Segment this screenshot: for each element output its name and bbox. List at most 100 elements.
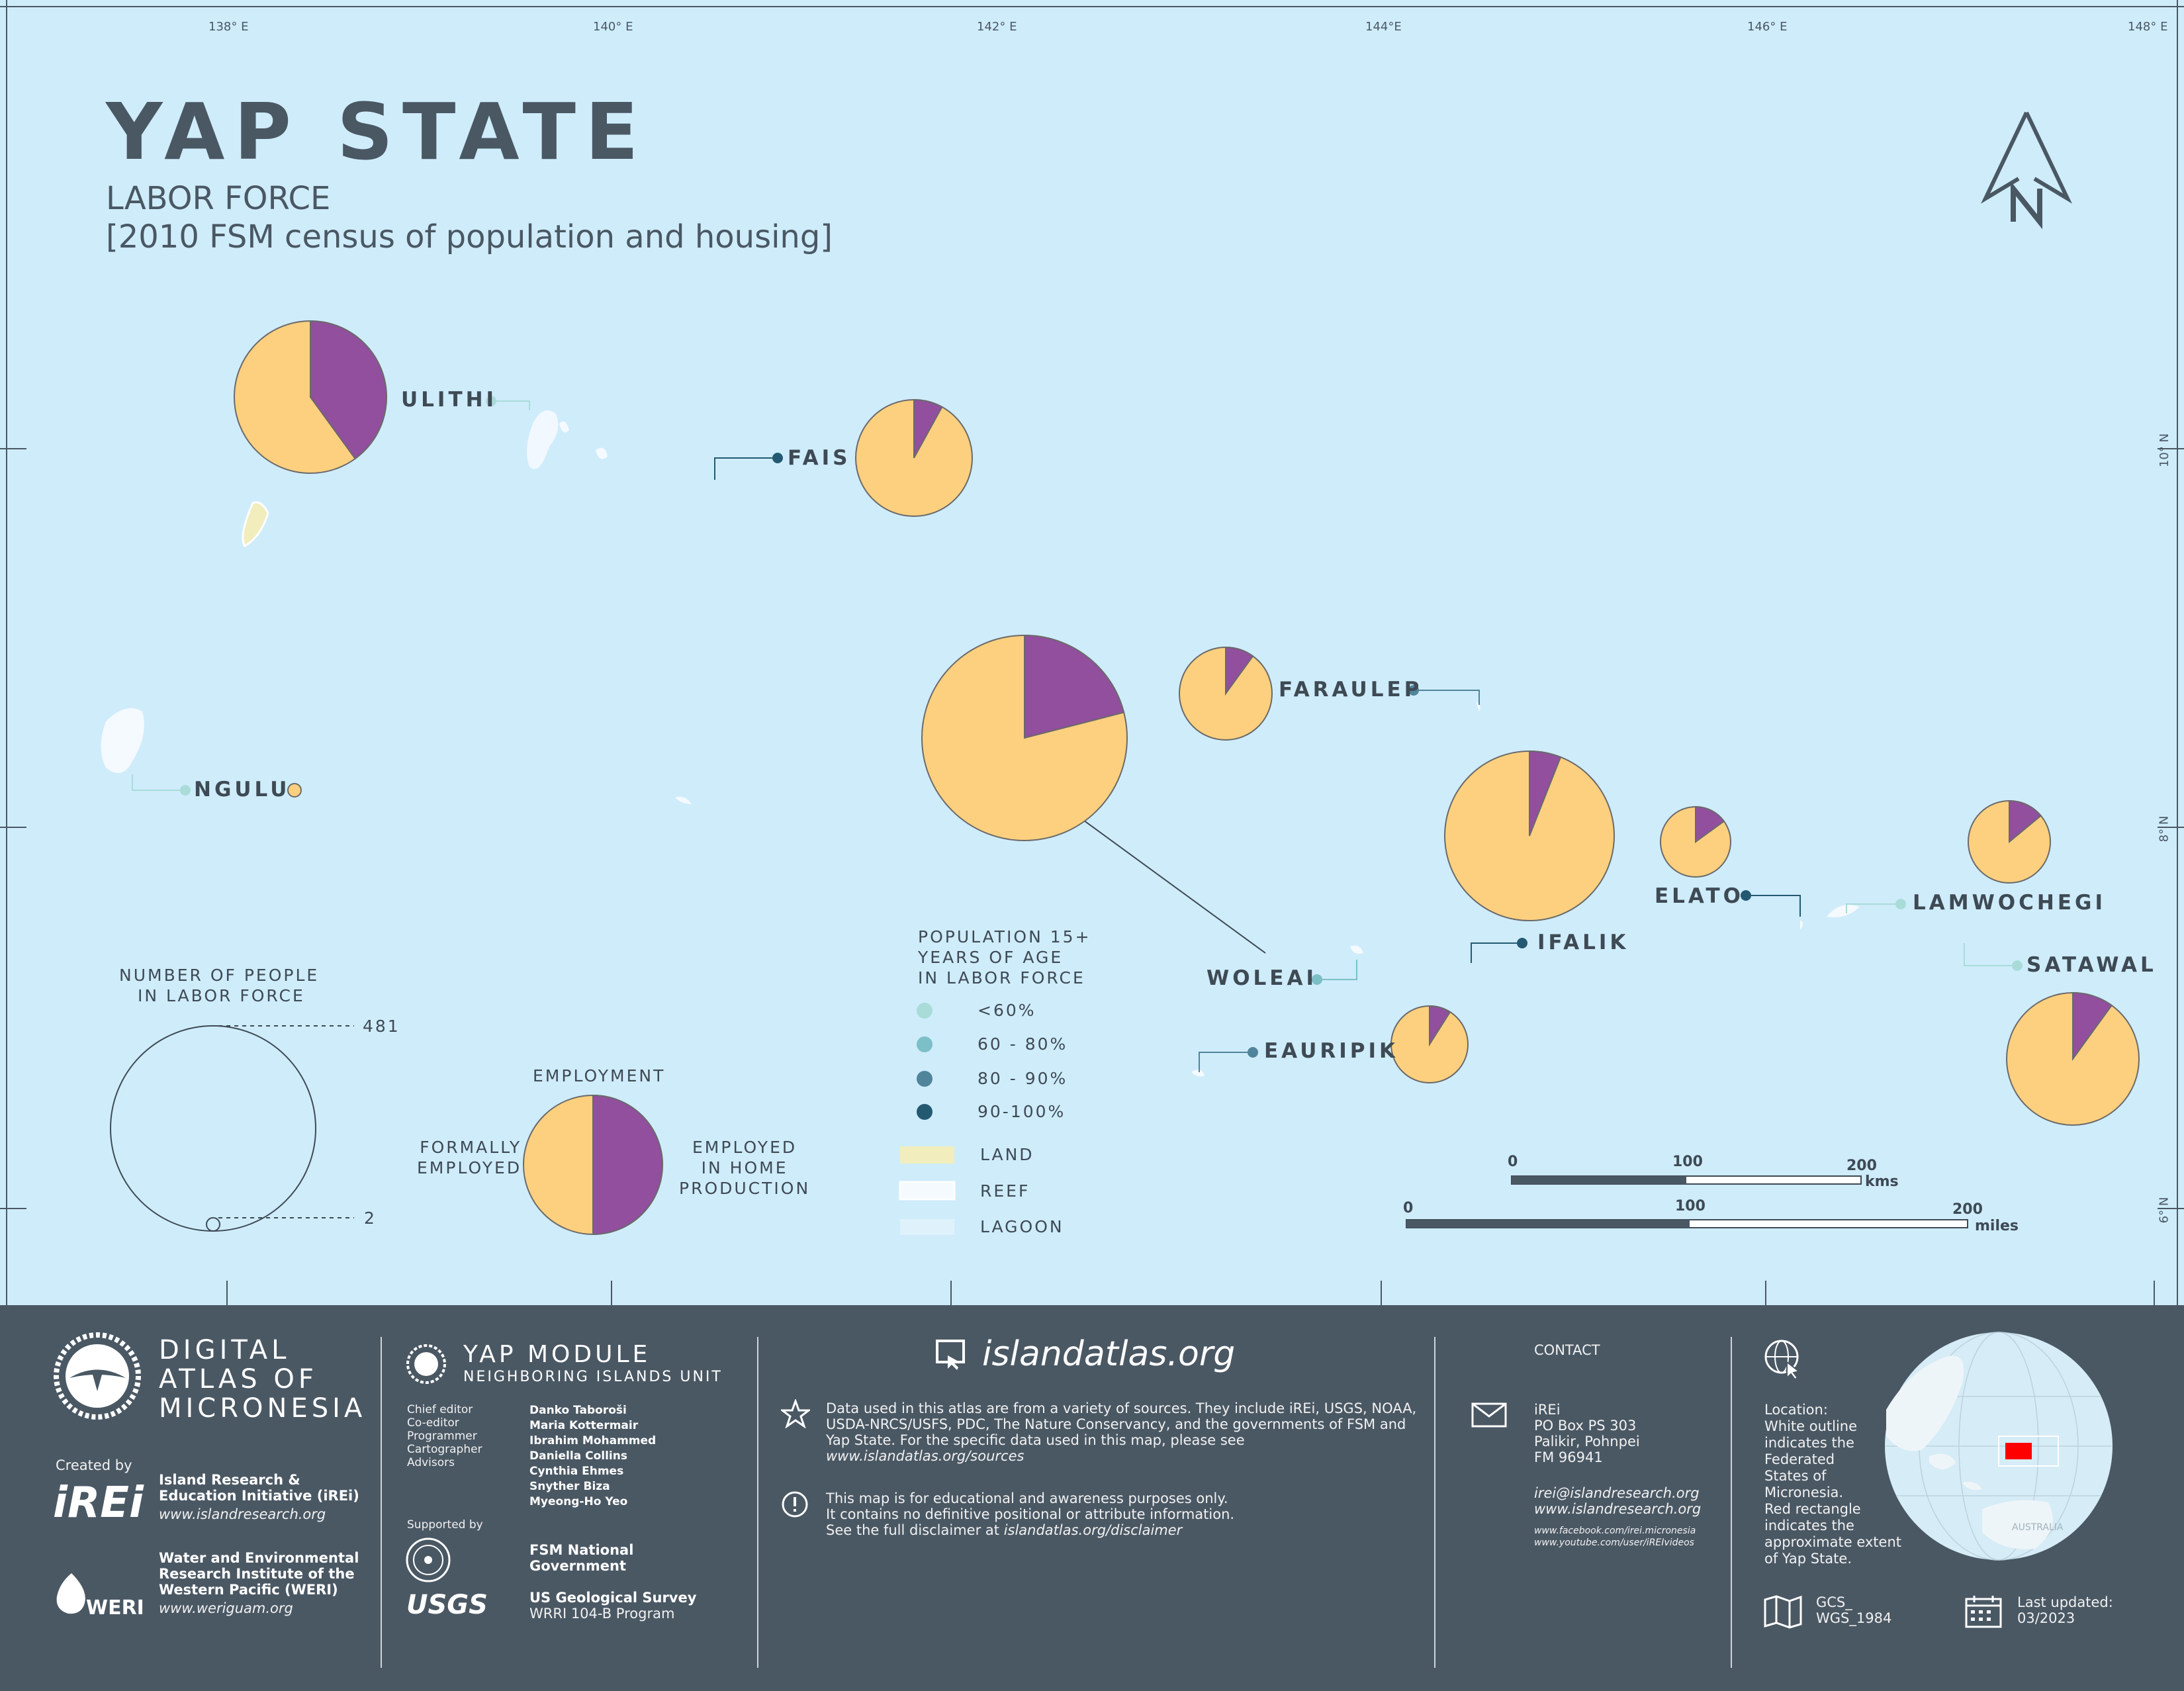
footer-divider	[1731, 1337, 1732, 1668]
legend-land: LAND	[980, 1145, 1034, 1164]
size-legend-title-2: IN LABOR FORCE	[138, 986, 305, 1005]
location-line: Micronesia.	[1764, 1485, 1844, 1500]
island-label-faraulep: FARAULEP	[1279, 678, 1423, 702]
scale-km-0: 0	[1508, 1154, 1518, 1170]
contact-address: iREi PO Box PS 303 Palikir, Pohnpei FM 9…	[1534, 1402, 1640, 1465]
employment-legend-title: EMPLOYMENT	[533, 1066, 666, 1085]
map-canvas	[0, 0, 2184, 1305]
rate-class-3: 80 - 90%	[978, 1069, 1068, 1088]
fsm-line-2: Government	[529, 1558, 627, 1574]
last-updated-date: 03/2023	[2017, 1610, 2075, 1626]
person: Cynthia Ehmes	[529, 1465, 624, 1478]
location-line: Federated	[1764, 1451, 1835, 1467]
employment-legend-formally: FORMALLY EMPLOYED	[417, 1137, 522, 1178]
size-legend-min: 2	[364, 1209, 377, 1228]
role: Co-editor	[407, 1416, 459, 1430]
atlas-name-line-2: ATLAS OF	[159, 1364, 318, 1394]
rate-title-line-1: POPULATION 15+	[918, 927, 1091, 946]
rate-class-1: <60%	[978, 1001, 1036, 1020]
pie-ulithi-home-production-slice	[310, 320, 387, 460]
locator-globe: AUSTRALIA	[1885, 1332, 2113, 1561]
module-subtitle: NEIGHBORING ISLANDS UNIT	[463, 1369, 723, 1385]
address-line: PO Box PS 303	[1534, 1418, 1637, 1434]
legend-reef: REEF	[980, 1181, 1030, 1201]
pie-charts	[234, 320, 2140, 1126]
island-label-woleai: WOLEAI	[1206, 966, 1318, 990]
last-updated: Last updated: 03/2023	[2017, 1594, 2113, 1626]
weri-url[interactable]: www.weriguam.org	[159, 1600, 293, 1616]
disclaimer-line: See the full disclaimer at islandatlas.o…	[826, 1522, 1234, 1538]
fsm-seal-icon	[406, 1537, 451, 1582]
scale-km-100: 100	[1672, 1154, 1703, 1170]
scale-mi-unit: miles	[1975, 1218, 2019, 1234]
mail-icon	[1471, 1402, 1507, 1428]
atlas-name-line-3: MICRONESIA	[159, 1393, 367, 1424]
lon-label-140: 140° E	[593, 20, 633, 34]
lon-label-148: 148° E	[2128, 20, 2168, 34]
map-panel: YAP STATE LABOR FORCE [2010 FSM census o…	[0, 0, 2184, 1305]
youtube-link[interactable]: www.youtube.com/user/iREIvideos	[1534, 1537, 1694, 1548]
disclaimer-note: This map is for educational and awarenes…	[826, 1490, 1234, 1538]
atlas-name-line-1: DIGITAL	[159, 1335, 291, 1365]
pie-satawal	[2006, 991, 2140, 1126]
person: Maria Kottermair	[529, 1419, 639, 1432]
pie-faraulep	[1179, 646, 1273, 741]
north-arrow-icon	[1981, 111, 2072, 230]
contact-links: irei@islandresearch.org www.islandresear…	[1534, 1485, 1701, 1517]
island-label-elato: ELATO	[1655, 884, 1745, 908]
address-line: FM 96941	[1534, 1449, 1603, 1465]
pie-woleai	[921, 634, 1128, 841]
pie-elato-home-production-slice	[1695, 805, 1725, 843]
graticule	[0, 448, 2184, 1305]
data-sources-note: Data used in this atlas are from a varie…	[826, 1400, 1416, 1464]
location-line: White outline	[1764, 1418, 1858, 1434]
disclaimer-link[interactable]: islandatlas.org/disclaimer	[1003, 1522, 1183, 1538]
employment-legend-home: EMPLOYED IN HOME PRODUCTION	[679, 1137, 810, 1199]
land-features	[101, 410, 1860, 1077]
contact-heading: CONTACT	[1534, 1342, 1600, 1358]
globe-cursor-icon	[1764, 1340, 1801, 1379]
home-line-2: IN HOME	[701, 1158, 788, 1177]
lon-label-144: 144°E	[1365, 20, 1402, 34]
lat-label-6: 6° N	[2157, 1197, 2171, 1224]
data-note-line: USDA-NRCS/USFS, PDC, The Nature Conserva…	[826, 1416, 1406, 1432]
usgs-logo: USGS	[406, 1590, 488, 1620]
map-subtitle-source: [2010 FSM census of population and housi…	[106, 218, 833, 255]
footer-divider	[1434, 1337, 1435, 1668]
location-line: Location:	[1764, 1402, 1828, 1418]
size-legend-title-1: NUMBER OF PEOPLE	[119, 966, 320, 985]
island-label-eauripik: EAURIPIK	[1264, 1039, 1399, 1063]
module-title: YAP MODULE	[463, 1341, 651, 1368]
pie-lamwochegi-home-production-slice	[2009, 800, 2042, 844]
location-line: indicates the	[1764, 1435, 1854, 1451]
info-alert-icon	[782, 1491, 808, 1518]
rate-legend-title: POPULATION 15+ YEARS OF AGE IN LABOR FOR…	[918, 927, 1091, 988]
map-fold-icon	[1764, 1595, 1802, 1629]
star-icon	[781, 1399, 810, 1428]
island-markers	[180, 396, 2023, 1058]
lon-label-142: 142° E	[977, 20, 1017, 34]
pie-fais	[855, 398, 973, 517]
projection-info: GCS_ WGS_1984	[1816, 1594, 1891, 1626]
website-link[interactable]: islandatlas.org	[982, 1334, 1236, 1374]
irei-url[interactable]: www.islandresearch.org	[159, 1506, 326, 1522]
fsm-line-1: FSM National	[529, 1542, 634, 1558]
legend-lagoon: LAGOON	[980, 1217, 1064, 1236]
contact-web-link[interactable]: www.islandresearch.org	[1534, 1501, 1702, 1517]
facebook-link[interactable]: www.facebook.com/irei.micronesia	[1534, 1526, 1696, 1536]
contact-email-link[interactable]: irei@islandresearch.org	[1534, 1485, 1700, 1501]
disclaimer-line: This map is for educational and awarenes…	[826, 1490, 1228, 1506]
yap-module-logo-icon	[406, 1344, 446, 1384]
rate-class-4: 90-100%	[978, 1102, 1066, 1121]
sources-link[interactable]: www.islandatlas.org/sources	[826, 1448, 1024, 1464]
projection-line: GCS_	[1816, 1594, 1852, 1610]
data-note-line: Data used in this atlas are from a varie…	[826, 1400, 1417, 1416]
home-line-3: PRODUCTION	[679, 1179, 811, 1198]
island-label-ifalik: IFALIK	[1537, 931, 1629, 954]
scale-km-unit: kms	[1865, 1173, 1899, 1190]
location-line: indicates the	[1764, 1518, 1854, 1533]
rate-class-2: 60 - 80%	[978, 1034, 1068, 1054]
scale-km-200: 200	[1846, 1158, 1877, 1174]
address-line: iREi	[1534, 1402, 1561, 1418]
credit-people: Danko Taboroši Maria Kottermair Ibrahim …	[529, 1403, 656, 1510]
